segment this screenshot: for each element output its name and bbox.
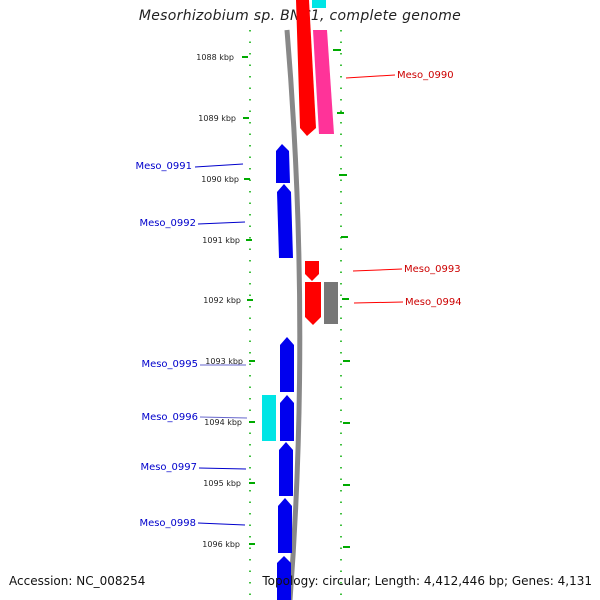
gene-label[interactable]: Meso_0992	[139, 218, 196, 229]
gene-feature-Meso_0992[interactable]	[277, 184, 293, 258]
kbp-label: 1091 kbp	[202, 236, 240, 245]
kbp-label: 1089 kbp	[198, 114, 236, 123]
kbp-label: 1092 kbp	[203, 296, 241, 305]
gene-label[interactable]: Meso_0994	[405, 297, 462, 308]
gene-label[interactable]: Meso_0990	[397, 70, 454, 81]
leader-line	[345, 74, 396, 79]
reverse-strand-features	[262, 144, 294, 600]
kbp-label: 1090 kbp	[201, 175, 239, 184]
gene-label[interactable]: Meso_0998	[139, 518, 196, 529]
gene-label[interactable]: Meso_0995	[141, 359, 198, 370]
gene-feature-cyan-top[interactable]	[312, 0, 326, 8]
leader-line	[194, 163, 244, 168]
leader-line	[198, 467, 247, 470]
genome-backbone-arc	[284, 29, 303, 600]
gene-feature-Meso_0995[interactable]	[280, 337, 294, 392]
gene-feature-Meso_0996[interactable]	[280, 395, 294, 441]
kbp-label: 1094 kbp	[204, 418, 242, 427]
leader-line	[353, 301, 404, 304]
gene-feature-Meso_0990-red[interactable]	[296, 0, 316, 136]
gene-feature-Meso_0998[interactable]	[278, 498, 292, 553]
gene-feature-Meso_0991[interactable]	[276, 144, 290, 183]
kbp-label: 1096 kbp	[202, 540, 240, 549]
forward-strand-features	[296, 0, 338, 325]
kbp-label: 1088 kbp	[196, 53, 234, 62]
gene-labels: Meso_0990 Meso_0991 Meso_0992 Meso_0993 …	[135, 70, 461, 529]
accession-label: Accession: NC_008254	[9, 574, 146, 588]
leader-line	[352, 268, 403, 272]
gene-feature-Meso_0997[interactable]	[279, 442, 293, 496]
gene-label[interactable]: Meso_0991	[135, 161, 192, 172]
gene-feature-Meso_0994[interactable]	[305, 282, 321, 325]
leader-line	[197, 221, 246, 225]
gene-feature-pink[interactable]	[313, 30, 334, 134]
gene-feature-Meso_0993[interactable]	[305, 261, 319, 281]
kbp-label: 1093 kbp	[205, 357, 243, 366]
kbp-label: 1095 kbp	[203, 479, 241, 488]
gene-feature-cyan[interactable]	[262, 395, 276, 441]
leader-line	[197, 522, 246, 526]
kbp-ruler: 1088 kbp 1089 kbp 1090 kbp 1091 kbp 1092…	[196, 49, 350, 549]
gene-label[interactable]: Meso_0993	[404, 264, 461, 275]
gene-feature-bottom[interactable]	[277, 556, 291, 600]
gene-label[interactable]: Meso_0996	[141, 412, 198, 423]
genome-summary: Topology: circular; Length: 4,412,446 bp…	[262, 574, 592, 588]
gene-label[interactable]: Meso_0997	[140, 462, 197, 473]
gene-feature-gray[interactable]	[324, 282, 338, 324]
leader-line	[199, 416, 248, 419]
